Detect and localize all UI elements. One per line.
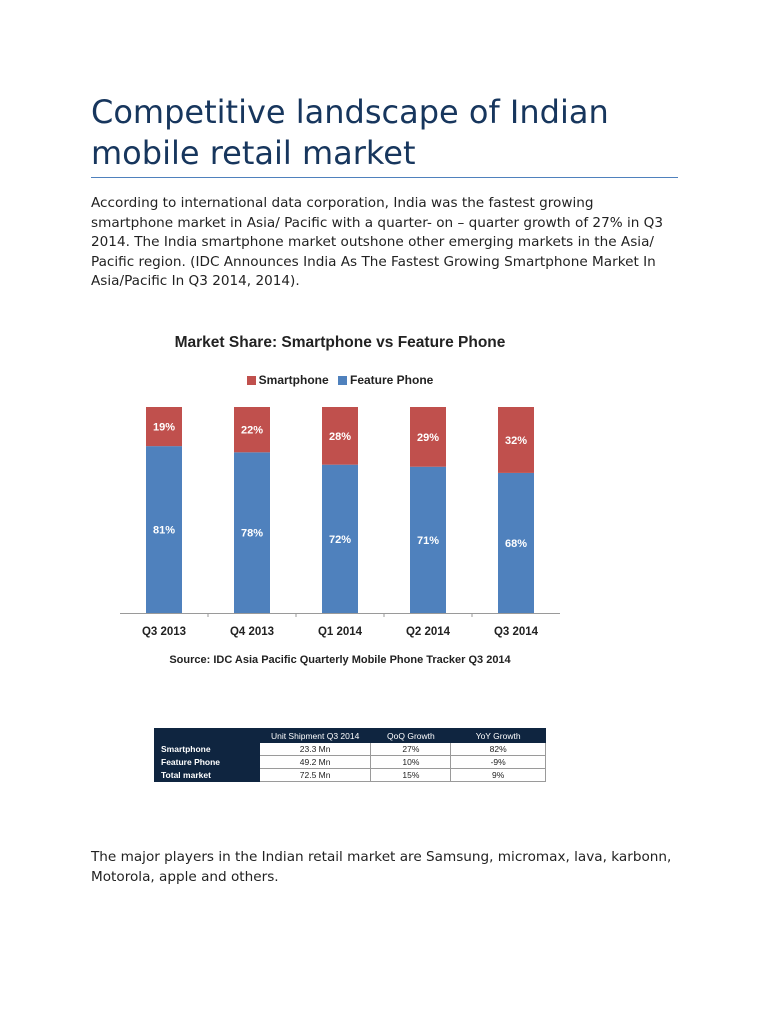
table-header-row: Unit Shipment Q3 2014 QoQ Growth YoY Gro…	[154, 728, 546, 743]
market-share-chart: 81% 19% Q3 2013 78% 22% Q4 2013 72% 28% Q1 2014 7…	[110, 328, 570, 673]
chart-canvas: 81% 19% Q3 2013 78% 22% Q4 2013 72% 28% Q1 2014 7…	[120, 407, 560, 638]
bar-smartphone	[322, 407, 358, 465]
table-cell: 23.3 Mn	[258, 742, 372, 756]
bar-feature-phone	[322, 464, 358, 613]
closing-paragraph: The major players in the Indian retail m…	[91, 849, 672, 885]
legend-item-feature-phone: Feature Phone	[338, 373, 433, 387]
data-label-feature-phone: 71%	[417, 535, 439, 547]
table-row: Feature Phone 49.2 Mn 10% -9%	[154, 755, 546, 769]
legend-swatch-smartphone	[246, 376, 256, 385]
data-label-feature-phone: 68%	[505, 538, 527, 550]
chart-legend: Smartphone Feature Phone	[110, 373, 570, 387]
bar-smartphone	[146, 407, 182, 447]
table-row-label: Smartphone	[154, 742, 260, 756]
bar-feature-phone	[410, 466, 446, 613]
table-cell: -9%	[450, 755, 546, 769]
x-tick-label: Q1 2014	[318, 626, 363, 638]
bar-feature-phone	[146, 446, 182, 613]
table-cell: 10%	[370, 755, 452, 769]
legend-label-feature-phone: Feature Phone	[350, 373, 434, 387]
intro-paragraph: According to international data corporat…	[91, 195, 664, 289]
data-label-smartphone: 32%	[505, 435, 527, 447]
bar-smartphone	[410, 407, 446, 467]
data-label-smartphone: 22%	[241, 425, 263, 437]
legend-swatch-feature-phone	[338, 376, 347, 385]
x-tick-label: Q2 2014	[406, 626, 451, 638]
shipment-table: Unit Shipment Q3 2014 QoQ Growth YoY Gro…	[154, 728, 546, 782]
bar-feature-phone	[498, 472, 534, 613]
table-row-label: Total market	[154, 768, 260, 782]
table-cell: 49.2 Mn	[258, 755, 372, 769]
bar-smartphone	[234, 407, 270, 453]
chart-source: Source: IDC Asia Pacific Quarterly Mobil…	[169, 654, 511, 666]
bar-smartphone	[498, 407, 534, 473]
legend-item-smartphone: Smartphone	[246, 373, 329, 387]
table-cell: 27%	[370, 742, 452, 756]
table-header-cell: QoQ Growth	[370, 728, 452, 743]
x-tick-label: Q3 2014	[494, 626, 539, 638]
data-label-smartphone: 28%	[329, 431, 351, 443]
x-tick-label: Q4 2013	[230, 626, 274, 638]
title-underline	[91, 177, 678, 178]
table-header-cell: YoY Growth	[450, 728, 546, 743]
data-label-feature-phone: 78%	[241, 528, 263, 540]
page-title: Competitive landscape of Indian mobile r…	[91, 93, 609, 172]
data-label-smartphone: 19%	[153, 422, 175, 434]
data-label-feature-phone: 81%	[153, 525, 175, 537]
table-cell: 72.5 Mn	[258, 768, 372, 782]
table-row-label: Feature Phone	[154, 755, 260, 769]
data-label-smartphone: 29%	[417, 432, 439, 444]
table-cell: 9%	[450, 768, 546, 782]
chart-title: Market Share: Smartphone vs Feature Phon…	[174, 334, 506, 351]
bar-feature-phone	[234, 452, 270, 613]
legend-label-smartphone: Smartphone	[258, 373, 329, 387]
table-cell: 82%	[450, 742, 546, 756]
table-row: Total market 72.5 Mn 15% 9%	[154, 768, 546, 782]
table-header-cell	[154, 728, 260, 743]
x-tick-label: Q3 2013	[142, 626, 186, 638]
table-cell: 15%	[370, 768, 452, 782]
table-row: Smartphone 23.3 Mn 27% 82%	[154, 742, 546, 756]
table-header-cell: Unit Shipment Q3 2014	[258, 728, 372, 743]
data-label-feature-phone: 72%	[329, 534, 351, 546]
